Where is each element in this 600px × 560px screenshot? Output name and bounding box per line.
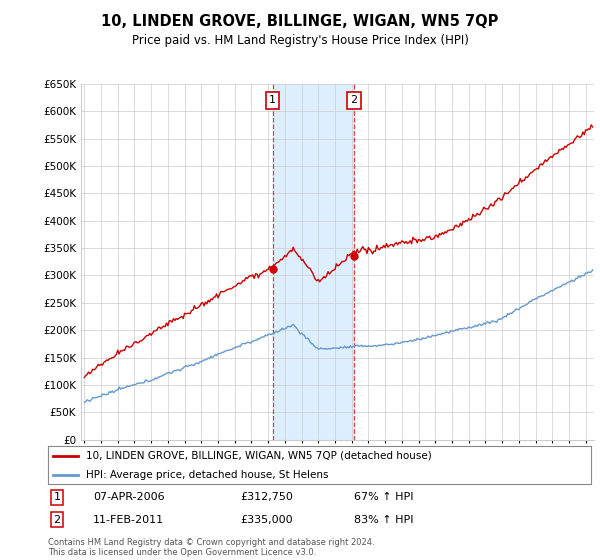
Text: 1: 1	[269, 95, 276, 105]
Text: Contains HM Land Registry data © Crown copyright and database right 2024.
This d: Contains HM Land Registry data © Crown c…	[48, 538, 374, 557]
Text: 10, LINDEN GROVE, BILLINGE, WIGAN, WN5 7QP (detached house): 10, LINDEN GROVE, BILLINGE, WIGAN, WN5 7…	[86, 451, 432, 461]
Text: HPI: Average price, detached house, St Helens: HPI: Average price, detached house, St H…	[86, 470, 329, 480]
Text: Price paid vs. HM Land Registry's House Price Index (HPI): Price paid vs. HM Land Registry's House …	[131, 34, 469, 46]
Text: 1: 1	[53, 492, 61, 502]
Text: £312,750: £312,750	[240, 492, 293, 502]
Text: 2: 2	[53, 515, 61, 525]
Text: £335,000: £335,000	[240, 515, 293, 525]
Text: 10, LINDEN GROVE, BILLINGE, WIGAN, WN5 7QP: 10, LINDEN GROVE, BILLINGE, WIGAN, WN5 7…	[101, 14, 499, 29]
Text: 07-APR-2006: 07-APR-2006	[93, 492, 164, 502]
Text: 2: 2	[350, 95, 357, 105]
Bar	[272, 84, 354, 440]
Text: 83% ↑ HPI: 83% ↑ HPI	[354, 515, 413, 525]
Text: 67% ↑ HPI: 67% ↑ HPI	[354, 492, 413, 502]
Text: 11-FEB-2011: 11-FEB-2011	[93, 515, 164, 525]
